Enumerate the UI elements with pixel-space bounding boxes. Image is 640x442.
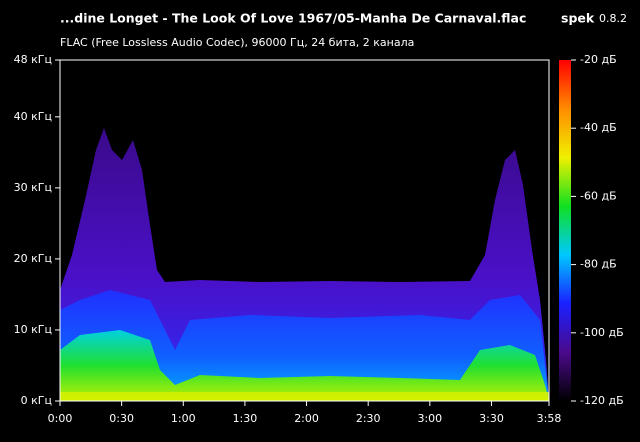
y-tick-label: 10 кГц bbox=[14, 323, 52, 336]
file-title: ...dine Longet - The Look Of Love 1967/0… bbox=[60, 11, 526, 26]
y-tick-label: 30 кГц bbox=[14, 181, 52, 194]
x-tick-label: 1:00 bbox=[171, 412, 196, 425]
spectrum-mid bbox=[60, 290, 549, 401]
colorbar-tick-label: -80 дБ bbox=[580, 258, 617, 271]
x-tick-label: 3:58 bbox=[537, 412, 562, 425]
x-tick-label: 3:00 bbox=[417, 412, 442, 425]
spectrum-low bbox=[60, 330, 549, 401]
y-tick-label: 48 кГц bbox=[14, 53, 52, 66]
app-version: 0.8.2 bbox=[599, 12, 627, 25]
colorbar-tick-label: -120 дБ bbox=[580, 394, 624, 407]
x-tick-label: 2:00 bbox=[294, 412, 319, 425]
x-tick-label: 0:30 bbox=[109, 412, 134, 425]
file-info: FLAC (Free Lossless Audio Codec), 96000 … bbox=[60, 36, 414, 49]
colorbar-tick-label: -40 дБ bbox=[580, 121, 617, 134]
color-bar bbox=[559, 60, 571, 401]
colorbar-tick-label: -100 дБ bbox=[580, 326, 624, 339]
plot-frame bbox=[59, 59, 550, 402]
spectrogram bbox=[60, 60, 549, 401]
y-tick-label: 0 кГц bbox=[21, 394, 52, 407]
app-name: spek bbox=[561, 11, 595, 26]
x-tick-label: 1:30 bbox=[233, 412, 258, 425]
x-tick-label: 2:30 bbox=[356, 412, 381, 425]
spectrum-bass bbox=[60, 392, 549, 401]
x-tick-label: 3:30 bbox=[479, 412, 504, 425]
y-tick-label: 40 кГц bbox=[14, 110, 52, 123]
x-tick-label: 0:00 bbox=[48, 412, 73, 425]
y-tick-label: 20 кГц bbox=[14, 252, 52, 265]
colorbar-tick-label: -20 дБ bbox=[580, 53, 617, 66]
colorbar-tick-label: -60 дБ bbox=[580, 189, 617, 202]
